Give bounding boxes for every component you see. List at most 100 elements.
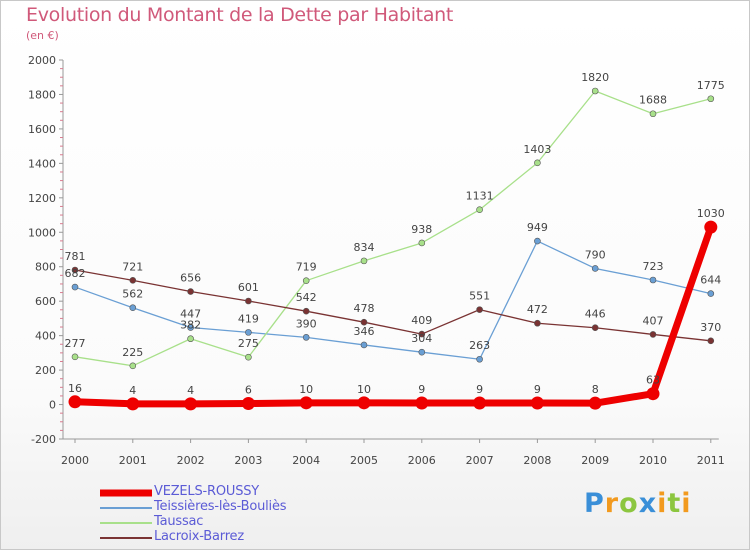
- legend-label: Teissières-lès-Bouliès: [154, 499, 287, 514]
- x-tick-label: 2009: [581, 454, 609, 467]
- data-point: [649, 331, 657, 338]
- proxiti-logo: Proxiti: [584, 488, 692, 519]
- data-point: [184, 397, 198, 411]
- data-label: 1131: [466, 190, 494, 203]
- series-line-0: [74, 225, 715, 408]
- line-chart: -200 0 200 400 600 800 1000 1200 1400 1600 1800 200…: [28, 54, 725, 467]
- data-point: [360, 341, 368, 349]
- logo-letter: o: [619, 488, 639, 519]
- data-label: 263: [469, 339, 490, 352]
- y-tick-label: 600: [35, 295, 56, 308]
- data-point: [415, 396, 429, 410]
- x-tick-label: 2007: [466, 454, 494, 467]
- data-label: 4: [187, 384, 194, 397]
- data-point: [418, 348, 426, 356]
- legend-label: Taussac: [154, 514, 204, 529]
- logo-letter: i: [681, 488, 692, 519]
- logo-letter: r: [604, 488, 620, 519]
- data-point: [187, 324, 194, 331]
- data-point: [476, 206, 483, 214]
- data-point: [129, 304, 137, 312]
- data-label: 719: [296, 261, 317, 274]
- y-tick-label: 2000: [28, 54, 56, 67]
- y-tick-label: 1800: [28, 88, 56, 101]
- data-label: 656: [180, 272, 201, 285]
- y-tick-label: 800: [35, 261, 56, 274]
- data-label: 382: [180, 319, 201, 332]
- data-point: [357, 396, 371, 410]
- data-label: 8: [592, 383, 599, 396]
- data-point: [530, 396, 544, 410]
- data-point: [418, 330, 426, 338]
- logo-letter: P: [584, 488, 605, 519]
- data-label: 447: [180, 308, 201, 321]
- data-point: [534, 237, 541, 245]
- legend-swatch: [100, 506, 152, 509]
- series-line-2: [74, 90, 711, 367]
- x-tick-label: 2004: [292, 454, 320, 467]
- data-label: 1688: [639, 94, 667, 107]
- data-point: [473, 396, 487, 410]
- data-point: [360, 318, 368, 326]
- x-tick-label: 2005: [350, 454, 378, 467]
- data-label: 644: [700, 274, 721, 287]
- y-tick-label: -200: [31, 433, 56, 446]
- legend-label: Lacroix-Barrez: [154, 529, 244, 544]
- data-point: [126, 397, 140, 411]
- data-point: [302, 307, 310, 315]
- data-point: [241, 397, 255, 411]
- x-tick-label: 2006: [408, 454, 436, 467]
- data-point: [71, 283, 79, 291]
- data-point: [245, 297, 252, 305]
- data-label: 63: [646, 374, 660, 387]
- data-label: 346: [354, 325, 375, 338]
- data-point: [245, 353, 252, 361]
- data-point: [476, 355, 483, 363]
- data-point: [129, 277, 137, 284]
- data-label: 1820: [581, 71, 609, 84]
- data-point: [299, 396, 313, 410]
- data-point: [534, 319, 541, 327]
- data-label: 304: [411, 332, 432, 345]
- legend-swatch: [100, 521, 152, 524]
- data-point: [129, 362, 137, 370]
- data-point: [649, 110, 657, 118]
- data-label: 407: [643, 314, 664, 327]
- data-label: 551: [469, 290, 490, 303]
- data-label: 601: [238, 281, 259, 294]
- data-point: [707, 290, 715, 297]
- x-tick-label: 2000: [61, 454, 89, 467]
- chart-subtitle: (en €): [26, 29, 59, 42]
- data-point: [707, 95, 715, 103]
- data-point: [302, 277, 310, 284]
- logo-letter: t: [667, 488, 682, 519]
- data-label: 723: [643, 260, 664, 273]
- data-label: 1030: [697, 207, 725, 220]
- chart-title: Evolution du Montant de la Dette par Hab…: [26, 4, 454, 26]
- data-label: 938: [411, 223, 432, 236]
- data-label: 790: [585, 248, 606, 261]
- data-label: 409: [411, 314, 432, 327]
- data-label: 949: [527, 221, 548, 234]
- data-label: 225: [122, 346, 143, 359]
- data-point: [418, 239, 426, 247]
- data-point: [588, 396, 602, 410]
- data-label: 781: [65, 250, 86, 263]
- data-point: [187, 288, 194, 295]
- data-label: 6: [245, 384, 252, 397]
- y-tick-label: 400: [35, 330, 56, 343]
- x-tick-label: 2011: [697, 454, 725, 467]
- data-label: 4: [129, 384, 136, 397]
- x-tick-label: 2002: [177, 454, 205, 467]
- data-label: 562: [122, 288, 143, 301]
- data-point: [360, 257, 368, 265]
- data-label: 10: [299, 383, 313, 396]
- data-label: 834: [354, 241, 375, 254]
- data-point: [649, 276, 657, 284]
- data-label: 1403: [523, 143, 551, 156]
- data-point: [71, 353, 79, 361]
- data-label: 390: [296, 317, 317, 330]
- data-label: 9: [476, 383, 483, 396]
- legend-swatch: [100, 489, 152, 496]
- series-line-3: [74, 269, 711, 342]
